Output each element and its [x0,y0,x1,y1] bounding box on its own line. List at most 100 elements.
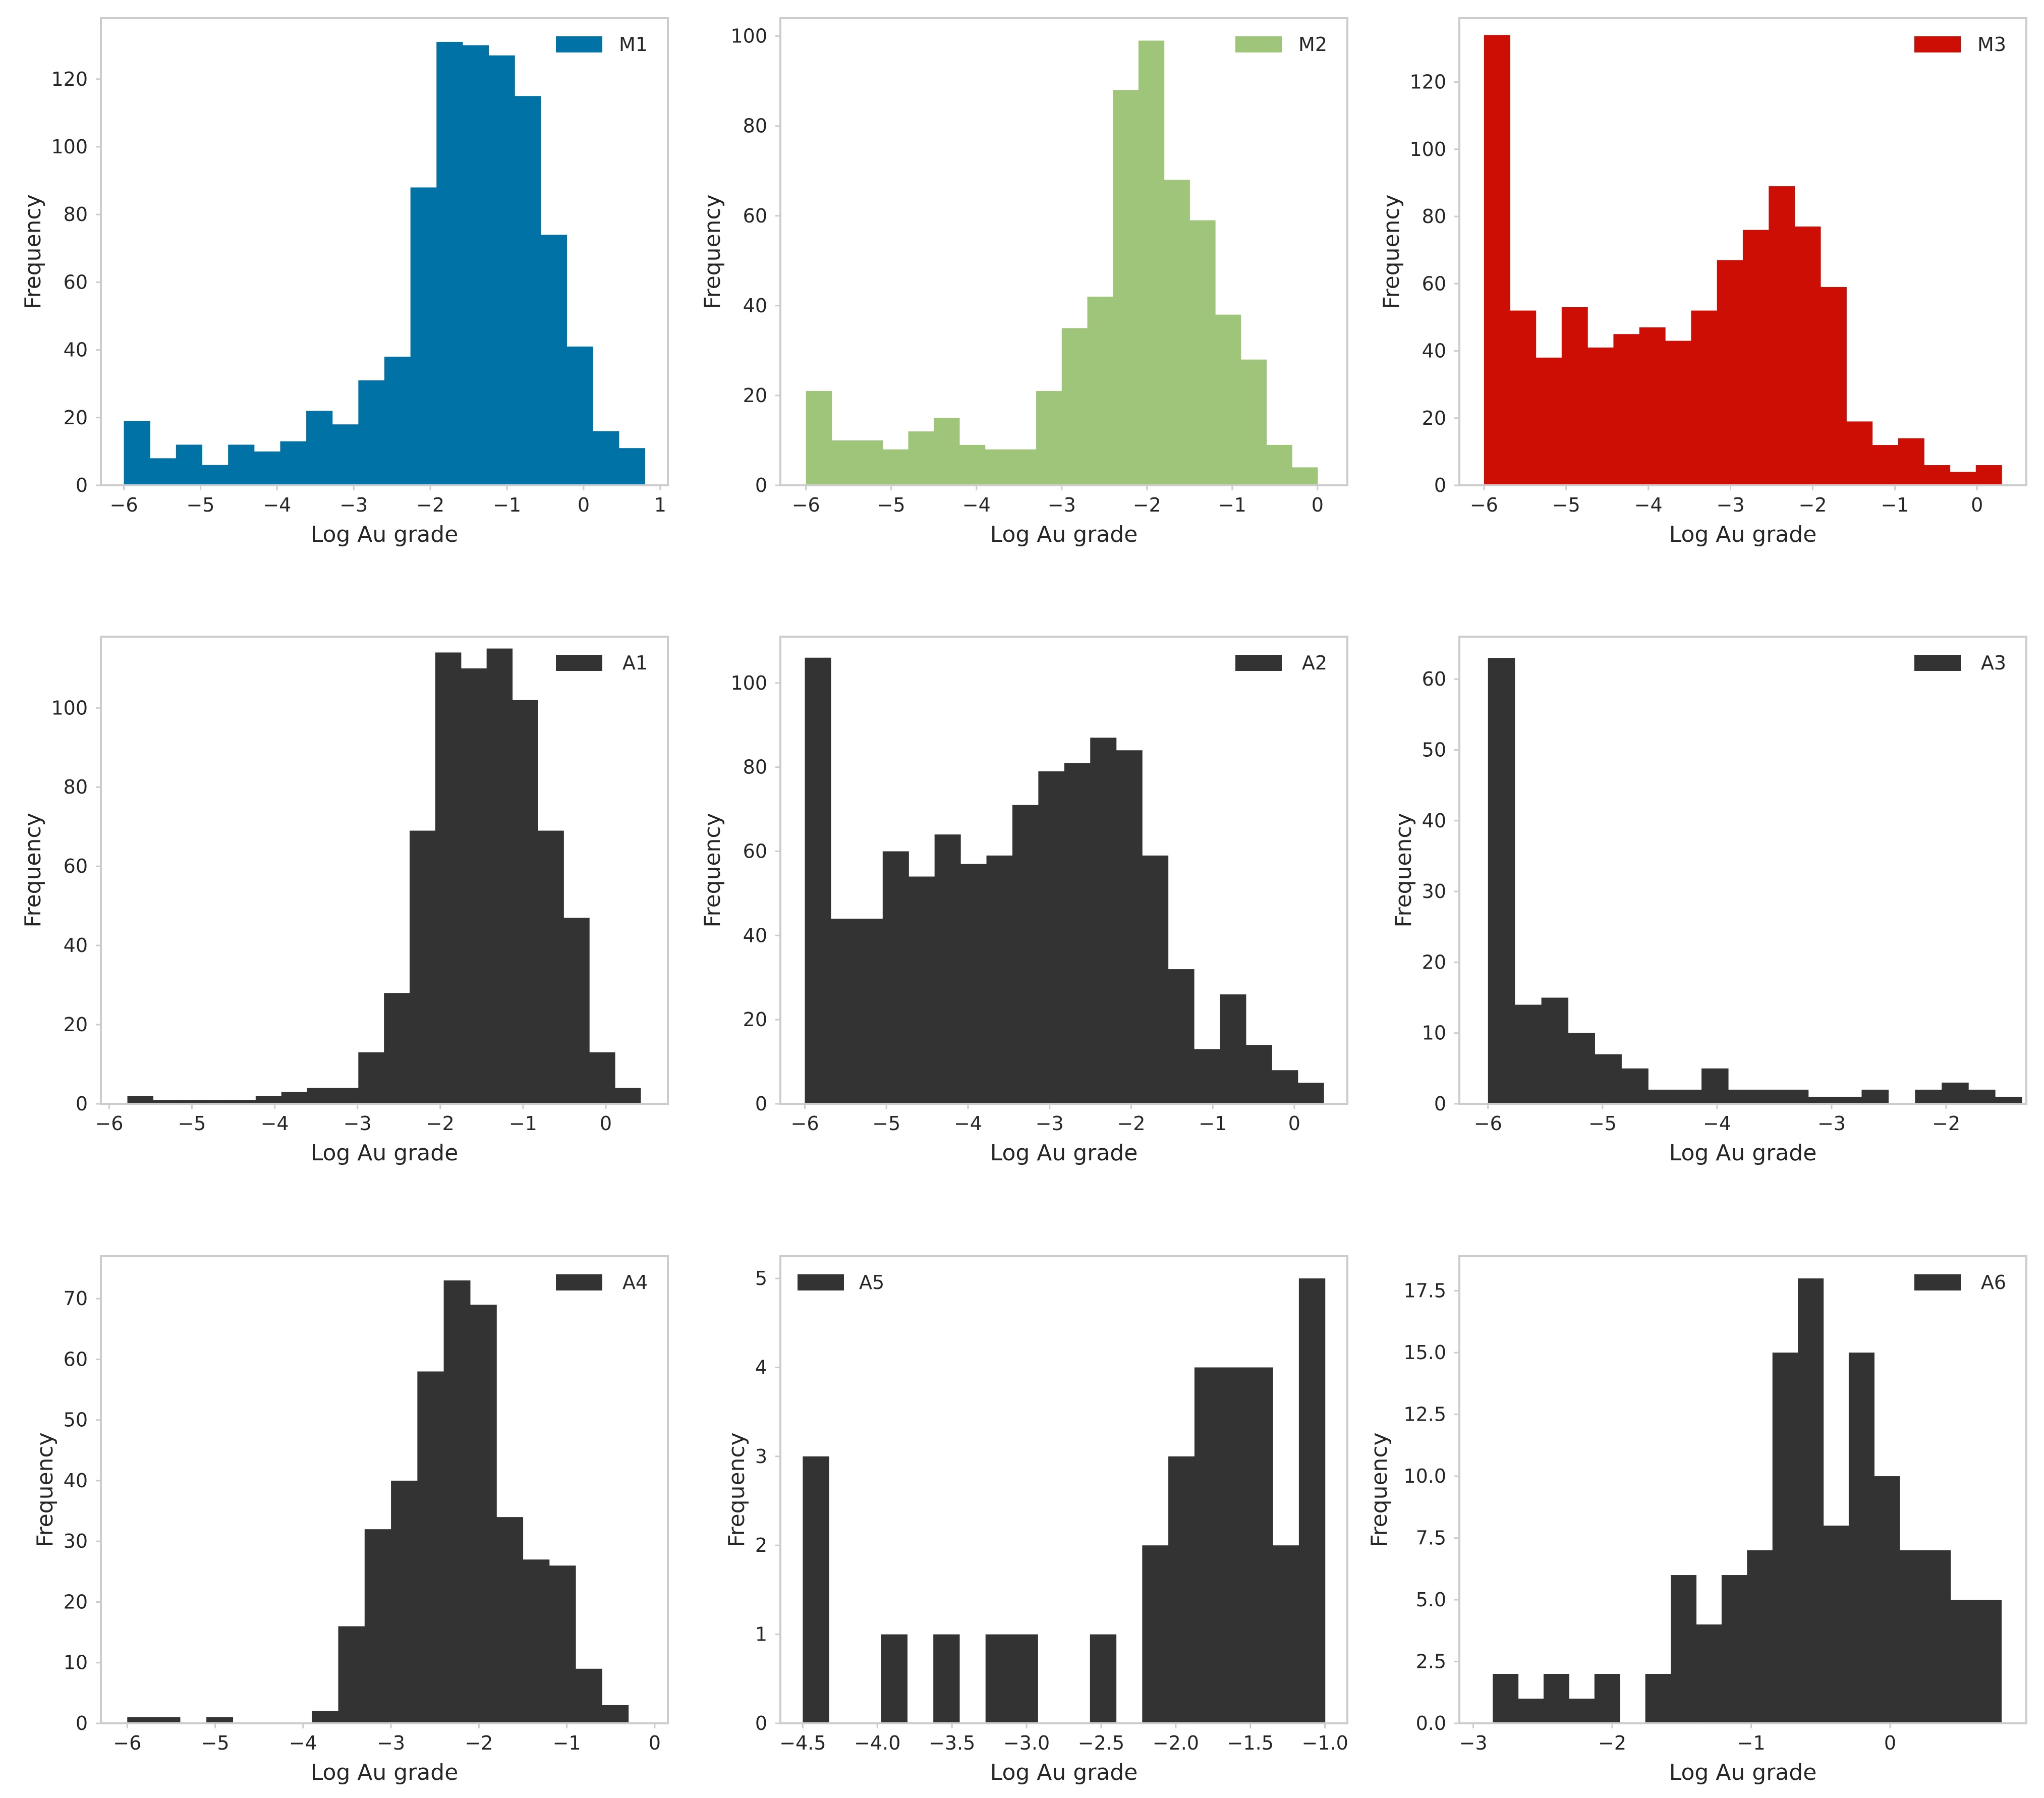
histogram-bar [1717,260,1743,485]
x-tick-label: −3 [1459,1732,1488,1754]
legend: A1 [556,652,648,674]
histogram-bar [1639,327,1666,485]
legend: A5 [798,1271,884,1294]
chart-panel-a6: −3 −2 −1 0 0.0 2.5 5.0 7.5 10.0 12.5 15.0 17.5 Log A… [1367,1255,2027,1785]
y-tick-label: 60 [1422,272,1446,295]
histogram-bar [1194,1367,1221,1723]
histogram-bar [410,830,436,1104]
chart-panel-m2: −6 −5 −4 −3 −2 −1 0 0 20 40 60 80 100 Log Au grade Fre… [700,17,1348,547]
histogram-bar [1721,1575,1747,1723]
histogram-bar [1808,1096,1836,1104]
plot-frame [779,636,1348,1105]
legend-label: A5 [859,1271,884,1294]
legend: A3 [1914,652,2006,674]
histogram-bar [830,918,857,1104]
x-tick-label: −6 [1470,494,1498,516]
plot-frame [1458,17,2027,486]
y-tick-label: 100 [1409,138,1446,160]
x-axis-label: Log Au grade [1669,1760,1817,1785]
histogram-bar [1769,186,1795,486]
x-ticks: −4.5 −4.0 −3.5 −3.0 −2.5 −2.0 −1.5 −1.0 [779,1723,1348,1754]
histogram-bar [1215,314,1241,485]
x-tick-label: −4 [954,1112,982,1135]
legend-swatch [1914,36,1961,52]
x-tick-label: −6 [113,1732,141,1754]
y-tick-label: 80 [64,776,88,798]
x-axis-label: Log Au grade [990,1140,1138,1166]
histogram-bar [618,448,646,485]
y-tick-label: 50 [64,1409,88,1431]
y-tick-label: 10 [1422,1022,1446,1044]
plot-frame [100,1255,669,1724]
y-tick-label: 40 [64,934,88,957]
histogram-bar [1536,357,1562,485]
y-tick-label: 60 [1422,668,1446,690]
histogram-bar [1113,90,1139,485]
histogram-bar [882,851,909,1104]
y-tick-label: 1 [755,1623,767,1646]
x-tick-label: 0 [578,494,590,516]
histogram-bar [417,1371,444,1723]
histogram-bar [1728,1089,1755,1104]
x-tick-label: −5 [1588,1112,1617,1135]
x-tick-label: −1 [493,494,521,516]
histogram-bar [364,1529,391,1723]
x-axis-label: Log Au grade [1669,522,1817,547]
histogram-bar [857,440,883,485]
histogram-bar [1297,1083,1324,1104]
x-tick-label: −2.0 [1153,1732,1199,1754]
y-tick-label: 17.5 [1403,1280,1446,1302]
bars [1488,658,2022,1104]
histogram-bar [1671,1575,1697,1723]
histogram-bar [470,1305,497,1723]
histogram-bar [461,668,487,1104]
histogram-bar [1142,855,1169,1104]
histogram-bar [153,1717,181,1723]
x-tick-label: −3.5 [929,1732,975,1754]
y-tick-label: 4 [755,1356,767,1378]
histogram-bar [1665,341,1691,485]
histogram-bar [1772,1353,1798,1723]
x-tick-label: −2 [1598,1732,1626,1754]
histogram-bar [281,1092,308,1104]
x-tick-label: −3 [377,1732,405,1754]
x-ticks: −6 −5 −4 −3 −2 [1474,1104,1960,1135]
x-axis-label: Log Au grade [1669,1140,1817,1166]
histogram-bar [230,1100,256,1104]
y-tick-label: 40 [1422,810,1446,832]
histogram-bar [1138,40,1165,485]
histogram-bar [462,45,489,486]
x-axis-label: Log Au grade [990,522,1138,547]
histogram-bar [358,1052,384,1104]
histogram-bar [1090,738,1117,1104]
y-tick-label: 60 [64,1348,88,1370]
histogram-bar [1266,444,1292,485]
y-tick-label: 0 [76,1712,88,1734]
histogram-bar [602,1705,629,1723]
histogram-bar [589,1052,615,1104]
y-ticks: 0 10 20 30 40 50 60 [1422,668,1459,1115]
plot-frame [1458,636,2027,1105]
histogram-bar [1064,763,1091,1104]
histogram-bar [202,465,229,485]
histogram-bar [254,451,281,485]
histogram-bar [153,1100,179,1104]
histogram-bar [1011,1634,1038,1723]
histogram-bar [1012,805,1039,1104]
chart-panel-m3: −6 −5 −4 −3 −2 −1 0 0 20 40 60 80 100 120 Log Au grade… [1379,17,2027,547]
y-tick-label: 40 [743,295,767,317]
legend-label: M1 [619,33,648,55]
x-tick-label: −5 [186,494,214,516]
x-tick-label: −2.5 [1078,1732,1124,1754]
histogram-bar [306,411,333,485]
y-axis-label: Frequency [1391,813,1416,927]
y-axis-label: Frequency [724,1432,750,1547]
x-axis-label: Log Au grade [990,1760,1138,1785]
histogram-bar [435,652,462,1104]
y-tick-label: 50 [1422,739,1446,761]
histogram-bar [1561,307,1588,485]
histogram-bar [515,96,541,485]
y-tick-label: 20 [1422,951,1446,973]
histogram-bar [1613,334,1640,485]
